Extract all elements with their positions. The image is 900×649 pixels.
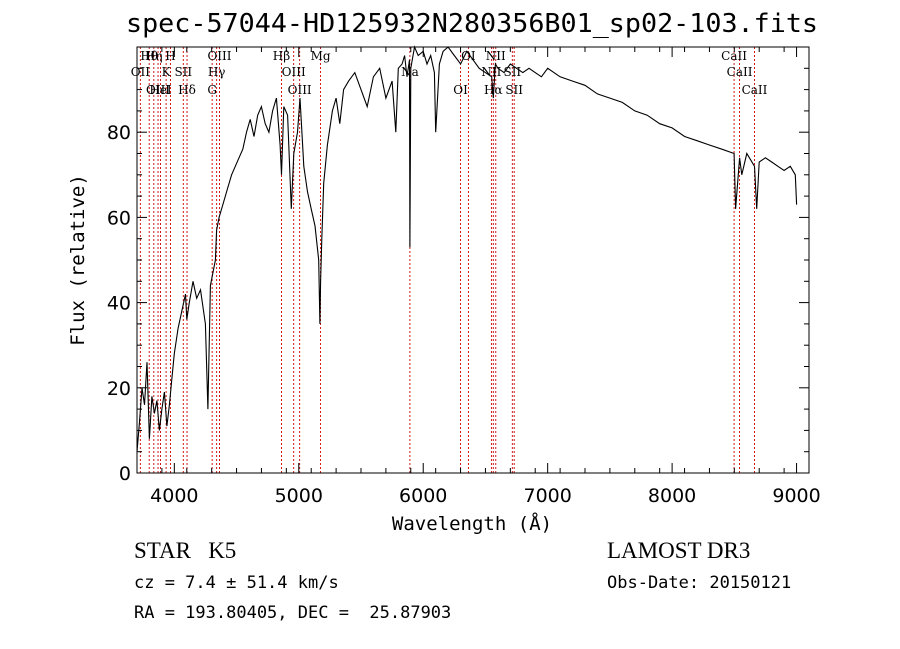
line-label: NII <box>486 49 506 63</box>
line-label: K <box>162 65 172 79</box>
x-tick-label: 5000 <box>275 485 323 507</box>
coordinates-text: RA = 193.80405, DEC = 25.87903 <box>134 603 452 623</box>
line-label: HeI <box>149 83 172 97</box>
line-label: Hθ <box>140 49 158 63</box>
x-axis-label: Wavelength (Å) <box>392 512 552 535</box>
line-label: OIII <box>207 49 231 63</box>
x-tick-label: 4000 <box>150 485 198 507</box>
survey-name-text: LAMOST DR3 <box>607 538 751 563</box>
flux-series-line <box>136 45 798 452</box>
line-label: OIII <box>288 83 312 97</box>
y-tick-label: 80 <box>107 122 131 144</box>
emission-line-labels: Hθ OII OIII Hη K HeI H SII Hδ OIII Hγ G Hβ OIII OIII Mg… <box>131 49 768 97</box>
line-label: CaII <box>721 49 747 63</box>
chart-title: spec-57044-HD125932N280356B01_sp02-103.f… <box>126 9 818 39</box>
line-label: G <box>207 83 217 97</box>
y-tick-label: 20 <box>107 378 131 400</box>
line-label: Hη <box>145 49 163 63</box>
x-tick-label: 7000 <box>523 485 571 507</box>
y-axis: 0 20 40 60 80 <box>107 67 809 485</box>
y-axis-label: Flux (relative) <box>67 174 89 346</box>
line-label: OI <box>453 83 468 97</box>
line-label: Hβ <box>273 49 290 63</box>
line-label: CaII <box>727 65 753 79</box>
y-tick-label: 40 <box>107 293 131 315</box>
observation-date-text: Obs-Date: 20150121 <box>607 573 792 593</box>
x-tick-label: 6000 <box>399 485 447 507</box>
line-label: SII <box>503 65 521 79</box>
x-axis: 4000 5000 6000 7000 8000 9000 <box>136 47 821 507</box>
line-label: OII <box>131 65 151 79</box>
x-tick-label: 9000 <box>772 485 820 507</box>
plot-frame <box>136 46 810 474</box>
line-label: Hδ <box>178 83 196 97</box>
emission-line-markers <box>139 47 755 473</box>
line-label: NII <box>481 65 501 79</box>
line-label: H <box>165 49 175 63</box>
line-label: Mg <box>311 49 331 63</box>
redshift-text: cz = 7.4 ± 51.4 km/s <box>134 573 339 593</box>
line-label: SII <box>174 65 192 79</box>
x-tick-label: 8000 <box>648 485 696 507</box>
line-label: OIII <box>146 83 170 97</box>
line-label: CaII <box>742 83 768 97</box>
object-class-text: STAR K5 <box>134 538 237 563</box>
line-label: SII <box>505 83 523 97</box>
y-tick-label: 0 <box>119 463 131 485</box>
line-label: OIII <box>282 65 306 79</box>
y-tick-label: 60 <box>107 207 131 229</box>
line-label: Hγ <box>208 65 226 79</box>
